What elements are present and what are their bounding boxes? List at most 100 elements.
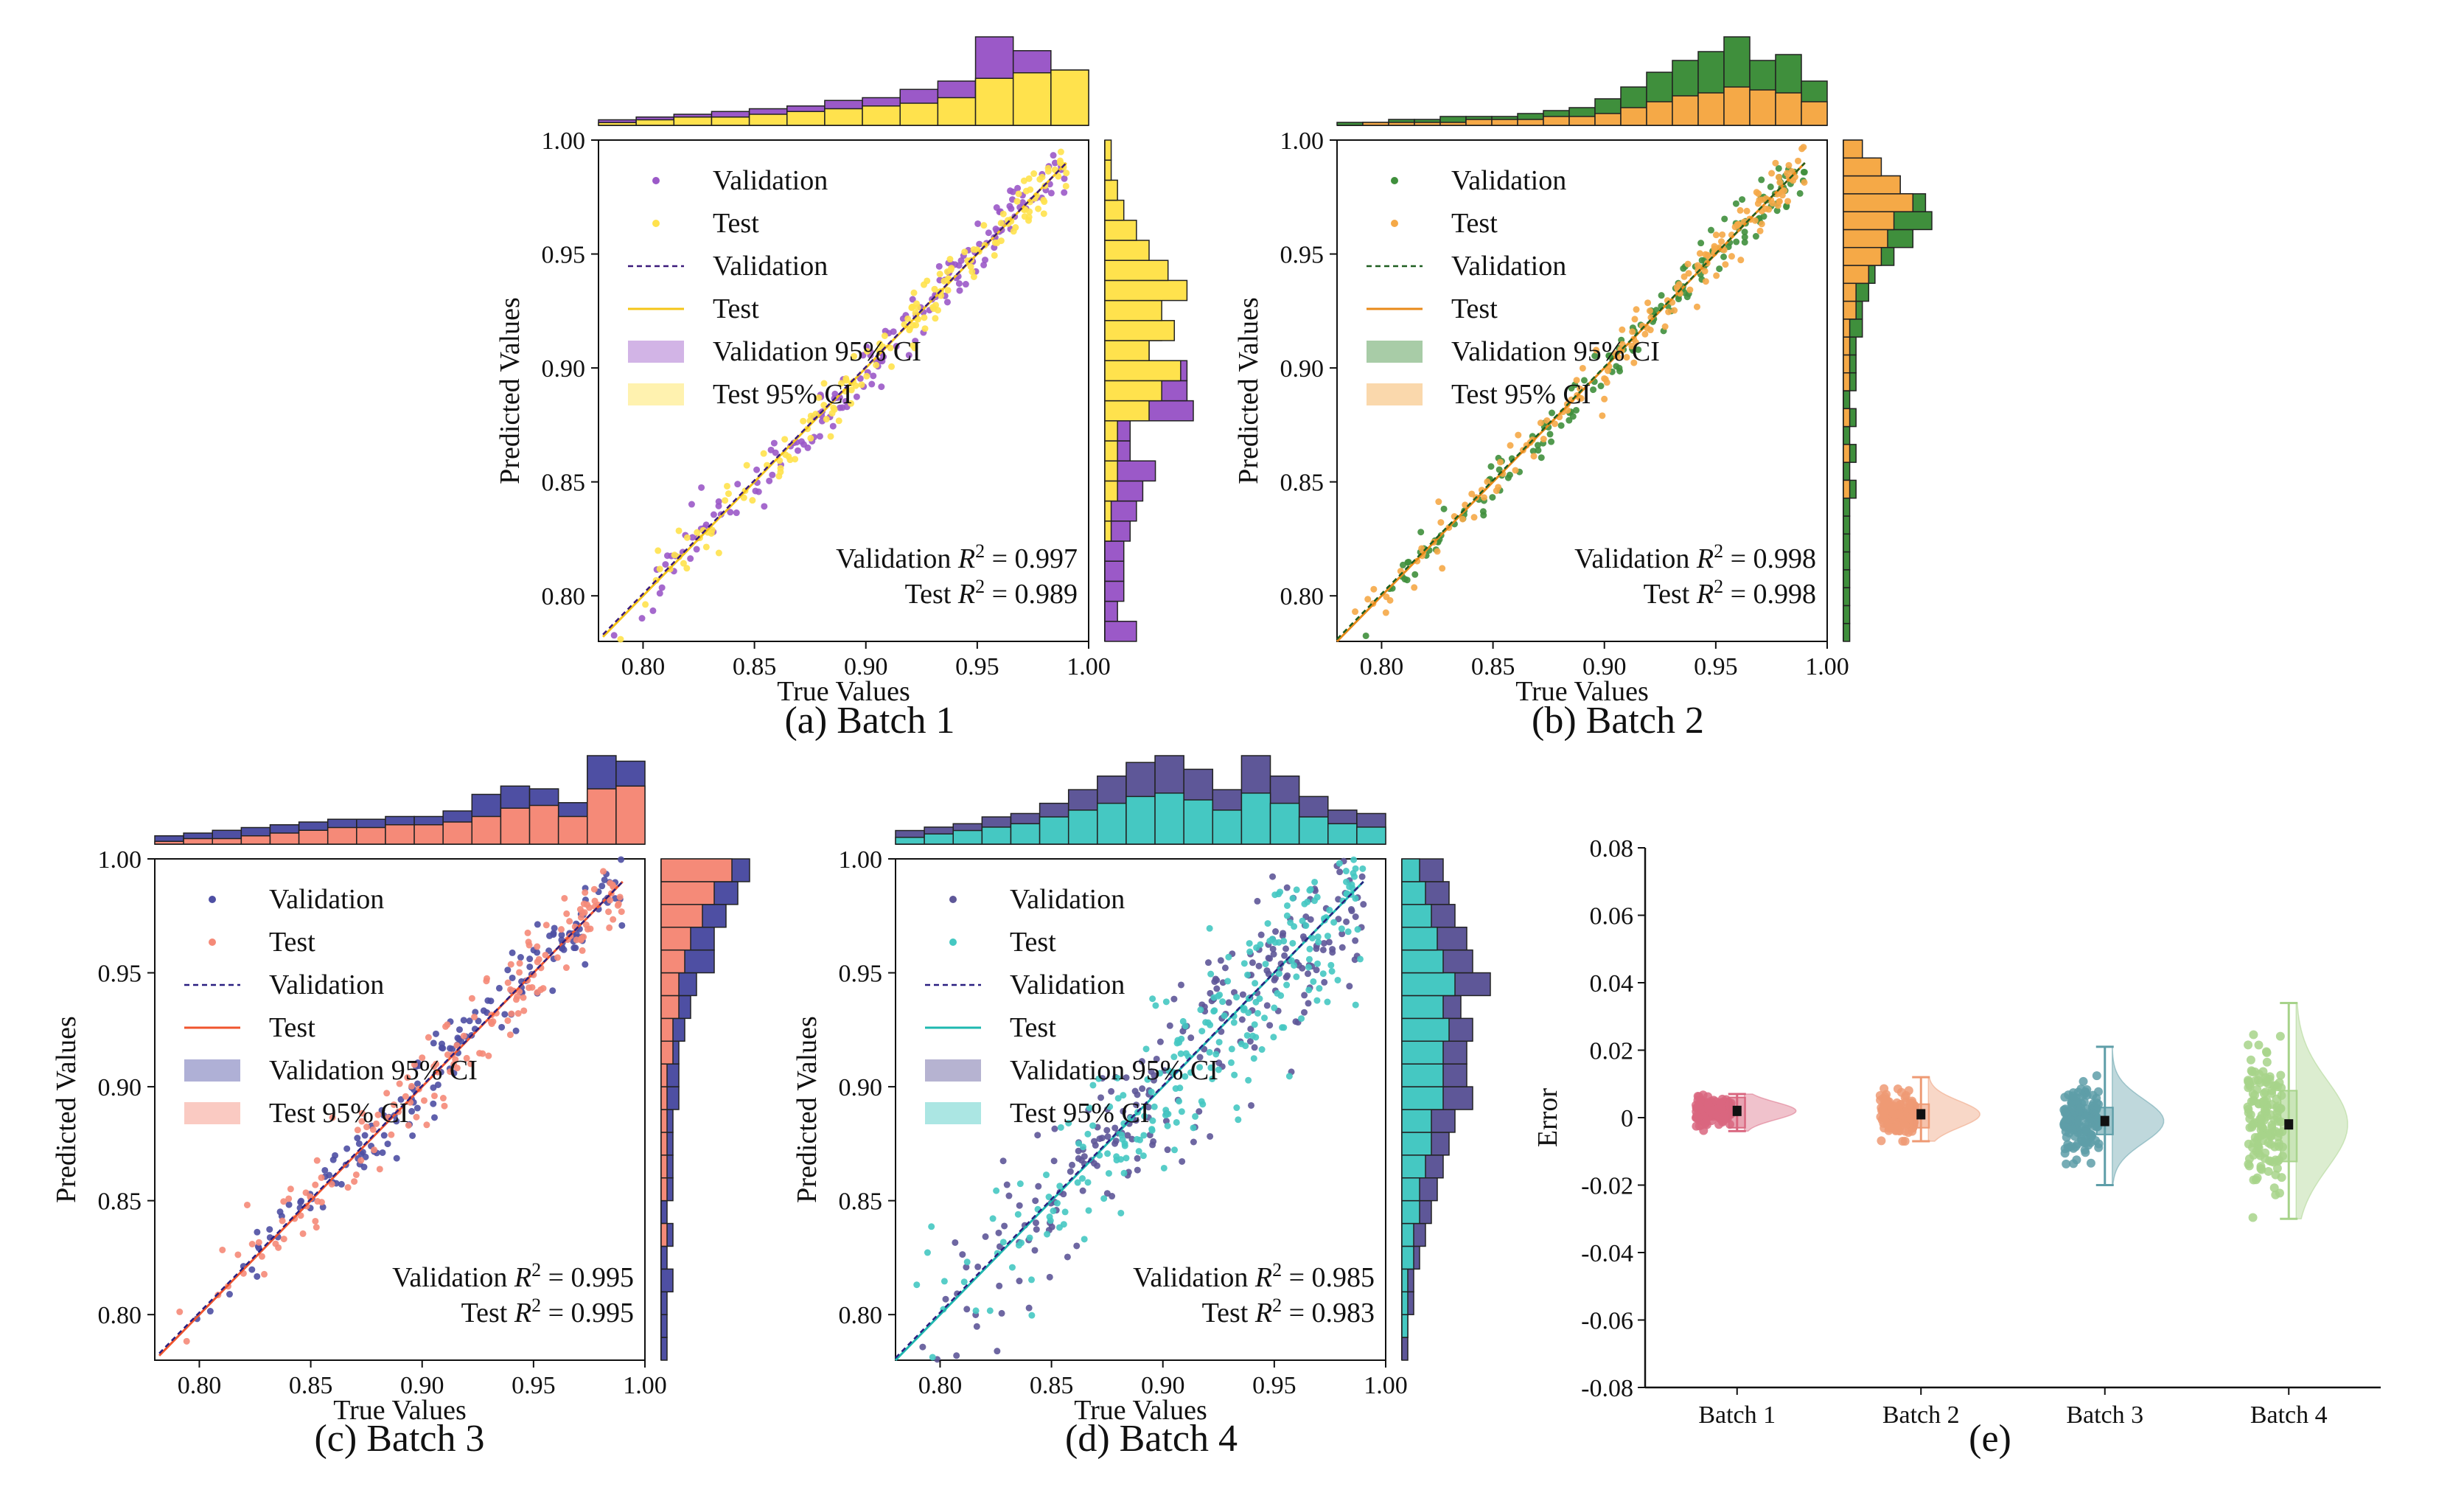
point-validation <box>430 1100 437 1107</box>
x-axis-label: True Values <box>1074 1395 1207 1426</box>
top-hist-bar-test <box>635 119 675 126</box>
point-test <box>1245 1009 1252 1017</box>
point-test <box>1050 1208 1057 1215</box>
error-point <box>2081 1148 2090 1157</box>
error-point <box>2246 1110 2255 1119</box>
error-point <box>2086 1158 2095 1168</box>
top-hist-bar-test <box>598 122 637 126</box>
legend-label: Test <box>713 293 759 324</box>
point-test <box>760 450 767 457</box>
point-test <box>1283 912 1291 919</box>
point-test <box>1328 967 1336 975</box>
point-test <box>1016 1180 1024 1188</box>
point-test <box>1114 1095 1122 1102</box>
point-validation <box>1081 1153 1088 1160</box>
point-test <box>963 1258 971 1266</box>
point-test <box>1261 1014 1268 1022</box>
point-validation <box>1616 367 1624 375</box>
point-test <box>694 529 701 536</box>
right-hist-bar-test <box>1843 408 1851 428</box>
point-test <box>1313 997 1321 1004</box>
point-validation <box>710 511 717 518</box>
point-test <box>1135 1148 1142 1155</box>
point-test <box>183 1337 190 1345</box>
point-validation <box>1138 1058 1145 1065</box>
point-validation <box>1411 571 1419 578</box>
point-validation <box>1133 1101 1140 1109</box>
point-test <box>991 239 999 246</box>
top-hist-bar-test <box>1414 122 1441 126</box>
point-test <box>607 896 614 904</box>
point-test <box>352 1171 360 1178</box>
point-validation <box>517 954 524 961</box>
point-validation <box>254 1272 261 1280</box>
point-validation <box>1103 1190 1111 1197</box>
point-validation <box>558 931 565 938</box>
point-test <box>749 497 756 504</box>
point-test <box>820 380 828 387</box>
point-test <box>1352 865 1359 872</box>
point-test <box>743 462 750 469</box>
x-tick-label: 0.85 <box>733 653 777 680</box>
legend-ci-test <box>1367 383 1423 405</box>
legend-label: Validation <box>269 884 384 915</box>
point-test <box>351 1178 358 1185</box>
mean-marker <box>2284 1119 2294 1130</box>
r2-test: Test R2 = 0.989 <box>905 576 1078 610</box>
point-test <box>1015 1241 1022 1249</box>
point-test <box>1283 902 1291 909</box>
point-validation <box>733 509 740 517</box>
point-validation <box>772 449 779 456</box>
point-test <box>1061 1208 1069 1216</box>
point-test <box>610 916 617 923</box>
point-test <box>1277 888 1284 896</box>
point-test <box>1496 459 1504 466</box>
point-test <box>1057 1124 1064 1131</box>
point-test <box>1484 478 1491 485</box>
point-test <box>906 325 913 332</box>
legend-label: Validation 95% CI <box>1451 336 1660 367</box>
error-point <box>2063 1143 2073 1152</box>
point-test <box>1728 253 1735 260</box>
point-validation <box>551 924 558 932</box>
point-test <box>599 868 607 875</box>
point-validation <box>1346 983 1353 990</box>
point-validation <box>942 1295 949 1303</box>
point-test <box>1045 1194 1053 1201</box>
point-validation <box>1720 253 1728 260</box>
point-test <box>1601 395 1608 403</box>
point-test <box>1250 1055 1257 1062</box>
point-test <box>318 1174 325 1181</box>
top-hist-bar-test <box>1543 116 1570 126</box>
point-test <box>1623 354 1630 361</box>
point-validation <box>546 932 554 939</box>
point-test <box>1041 198 1048 206</box>
y-tick-label: 0.80 <box>98 1302 142 1329</box>
top-hist-bar-test <box>1646 101 1673 126</box>
point-test <box>1304 898 1311 905</box>
point-validation <box>1103 1126 1111 1134</box>
fit-line-validation <box>1336 162 1806 640</box>
point-validation <box>1569 413 1577 420</box>
point-validation <box>549 987 556 995</box>
fit-line-validation <box>158 881 624 1354</box>
point-test <box>1274 989 1281 997</box>
plot-frame <box>598 139 1089 642</box>
point-test <box>1030 170 1038 178</box>
point-test <box>1079 1175 1086 1183</box>
point-validation <box>438 1040 445 1048</box>
point-validation <box>378 1107 385 1114</box>
point-test <box>1717 238 1725 245</box>
point-validation <box>1134 1091 1141 1098</box>
y-tick-label: 0.95 <box>542 242 586 269</box>
point-test <box>1772 159 1779 167</box>
x-tick-label: 0.95 <box>1252 1372 1296 1399</box>
point-test <box>1149 1117 1156 1124</box>
top-hist-bar-validation <box>1336 122 1364 126</box>
point-test <box>1212 1051 1220 1058</box>
point-validation <box>1301 1009 1308 1016</box>
point-validation <box>1320 939 1327 947</box>
right-hist-bar-test <box>1104 279 1188 302</box>
point-test <box>1079 1143 1086 1151</box>
right-hist-bar-test <box>1843 372 1851 391</box>
